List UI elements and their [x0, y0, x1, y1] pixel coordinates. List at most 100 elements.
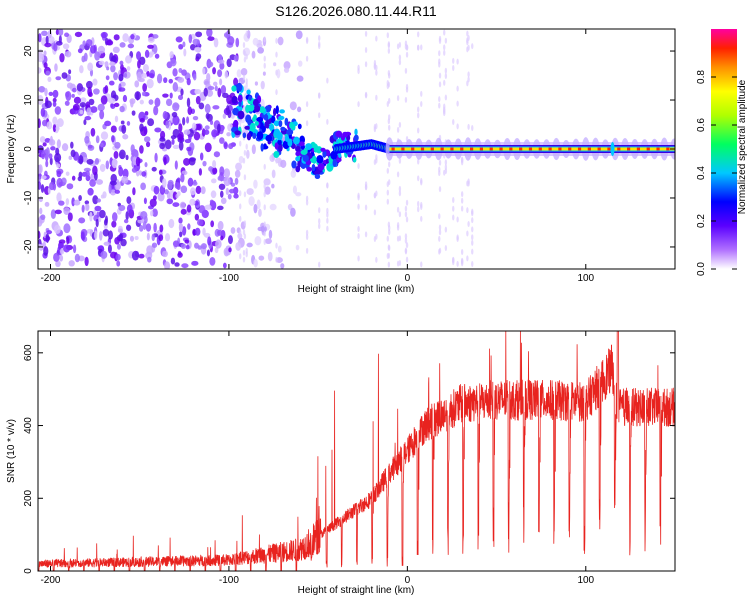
heatmap-noise-cell	[174, 160, 178, 170]
heatmap-ridge-cell	[286, 129, 294, 136]
heatmap-streak-cell	[467, 221, 470, 228]
heatmap-noise-cell	[48, 91, 54, 97]
y-tick-label: 10	[23, 94, 34, 106]
heatmap-ridge-cell	[352, 156, 357, 163]
heatmap-noise-cell	[206, 29, 213, 38]
heatmap-noise-cell	[139, 123, 144, 132]
heatmap-noise-cell	[117, 228, 124, 233]
heatmap-ridge-cell	[252, 98, 259, 107]
heatmap-noise-cell	[111, 158, 118, 169]
heatmap-noise-cell	[147, 36, 155, 43]
heatmap-noise-cell	[219, 62, 225, 70]
heatmap-noise-cell	[79, 65, 84, 74]
heatmap-noise-cell	[156, 73, 163, 84]
heatmap-noise-cell	[55, 76, 62, 81]
heatmap-streak-cell	[466, 230, 469, 237]
heatmap-band-peak	[509, 147, 513, 151]
y-tick-label: 0	[23, 568, 34, 574]
heatmap-streak-cell	[242, 74, 246, 81]
chart-title: S126.2026.080.11.44.R11	[275, 3, 437, 19]
heatmap-noise-cell	[74, 253, 80, 263]
heatmap-streak-cell	[443, 169, 446, 176]
heatmap-streak-cell	[386, 167, 390, 174]
heatmap-ridge-cell	[353, 134, 359, 142]
heatmap-streak-cell	[305, 247, 309, 254]
heatmap-streak-cell	[305, 101, 309, 108]
heatmap-noise-cell	[38, 196, 43, 203]
heatmap-noise-cell	[209, 199, 214, 204]
heatmap-noise-cell	[119, 149, 126, 160]
heatmap-noise-cell	[204, 125, 210, 130]
heatmap-streak-cell	[452, 196, 455, 203]
heatmap-noise-cell	[121, 124, 127, 134]
heatmap-streak-cell	[417, 31, 420, 38]
heatmap-ridge-cell	[317, 163, 325, 171]
heatmap-noise-cell	[202, 160, 207, 167]
heatmap-noise-cell	[49, 157, 53, 166]
heatmap-noise-cell	[96, 198, 101, 203]
heatmap-noise-cell	[39, 136, 46, 143]
heatmap-noise-cell	[267, 251, 273, 262]
heatmap-noise-cell	[260, 225, 267, 233]
heatmap-streak-cell	[263, 230, 266, 237]
heatmap-streak-cell	[243, 174, 247, 181]
heatmap-ridge-cell	[342, 131, 349, 138]
heatmap-streak-cell	[471, 124, 474, 131]
heatmap-noise-cell	[223, 142, 228, 150]
heatmap-noise-cell	[253, 179, 258, 189]
heatmap-streak-cell	[305, 195, 309, 202]
heatmap-noise-cell	[134, 151, 139, 158]
heatmap-noise-cell	[56, 163, 61, 168]
heatmap-x-axis: -200 -100 0 100	[40, 29, 595, 284]
heatmap-noise-cell	[110, 65, 116, 73]
heatmap-noise-cell	[119, 105, 125, 113]
heatmap-streak-cell	[460, 191, 464, 198]
heatmap-noise-cell	[212, 167, 218, 175]
heatmap-noise-cell	[172, 102, 180, 112]
heatmap-noise-cell	[180, 185, 188, 194]
heatmap-y-label: Frequency (Hz)	[6, 115, 17, 184]
heatmap-streak-cell	[444, 67, 448, 74]
heatmap-noise-cell	[113, 151, 119, 159]
heatmap-streak-cell	[444, 245, 448, 252]
heatmap-streak-cell	[388, 72, 391, 79]
heatmap-streak-cell	[405, 199, 409, 206]
heatmap-noise-cell	[172, 144, 180, 150]
heatmap-noise-cell	[58, 243, 65, 248]
heatmap-noise-cell	[262, 71, 266, 76]
heatmap-noise-cell	[172, 240, 180, 248]
heatmap-noise-cell	[130, 99, 134, 108]
heatmap-streak-cell	[438, 213, 441, 220]
heatmap-noise-cell	[103, 241, 111, 246]
heatmap-noise-cell	[252, 37, 259, 46]
heatmap-noise-cell	[212, 105, 220, 110]
heatmap-noise-cell	[110, 103, 114, 108]
heatmap-streak-cell	[239, 253, 242, 260]
heatmap-noise-cell	[115, 253, 121, 261]
colorbar-ticks: 0.0 0.2 0.4 0.6 0.8	[696, 70, 737, 276]
snr-y-axis: 0 200 400 600	[23, 344, 675, 574]
heatmap-noise-cell	[172, 115, 180, 126]
heatmap-noise-cell	[64, 100, 70, 106]
heatmap-noise-cell	[210, 190, 217, 199]
heatmap-streak-cell	[263, 204, 266, 211]
heatmap-noise-cell	[122, 94, 128, 103]
heatmap-ridge-cell	[316, 155, 324, 164]
heatmap-streak-cell	[460, 249, 464, 256]
heatmap-noise-cell	[61, 143, 69, 152]
heatmap-noise-cell	[106, 39, 114, 46]
heatmap-ridge-cell	[354, 128, 358, 136]
heatmap-ridge-cell	[297, 123, 302, 130]
heatmap-streak-cell	[405, 242, 409, 249]
colorbar-label: Normalized spectral amplitude	[737, 79, 748, 214]
heatmap-streak-cell	[386, 189, 390, 196]
heatmap-noise-cell	[228, 188, 236, 194]
heatmap-noise-cell	[195, 185, 202, 195]
heatmap-noise-cell	[149, 51, 155, 56]
heatmap-streak-cell	[420, 179, 423, 186]
heatmap-noise-cell	[63, 244, 71, 253]
heatmap-noise-cell	[44, 87, 48, 97]
heatmap-streak-cell	[388, 229, 391, 236]
heatmap-ridge-cell	[311, 163, 316, 172]
heatmap-streak-cell	[471, 260, 474, 267]
